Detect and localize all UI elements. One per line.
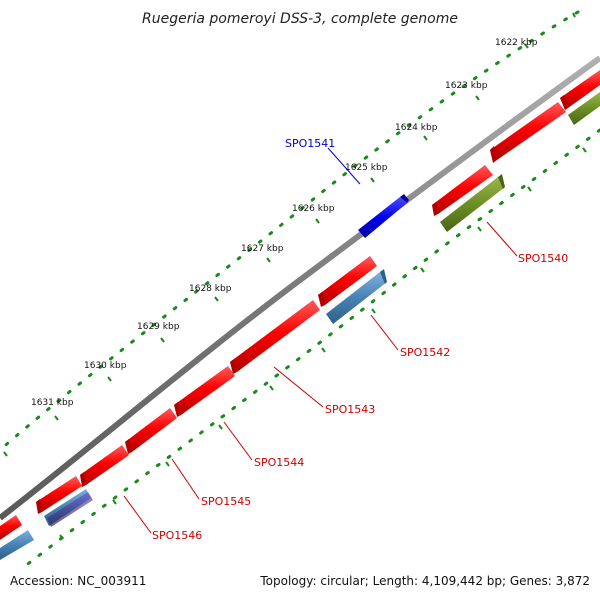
- gene-red-segment[interactable]: [318, 256, 377, 307]
- tick-label: 1629 kbp: [137, 322, 180, 332]
- gene-red-segment[interactable]: [432, 165, 493, 216]
- inner-tick-marks: [59, 147, 587, 540]
- leader-line-spo1546: [123, 495, 152, 534]
- genome-backbone: [0, 55, 600, 521]
- gene-labels: SPO1541 SPO1540 SPO1542 SPO1543 SPO1544 …: [152, 137, 568, 542]
- tick-label: 1628 kbp: [189, 284, 232, 294]
- gene-label-spo1546[interactable]: SPO1546: [152, 529, 202, 542]
- leader-line-spo1544: [223, 421, 253, 461]
- gene-purple-segment[interactable]: [47, 492, 93, 527]
- gene-red-segment[interactable]: [0, 515, 22, 540]
- tick-label: 1626 kbp: [292, 204, 335, 214]
- label-leader-lines: [123, 147, 518, 534]
- accession-text: Accession: NC_003911: [10, 574, 146, 588]
- gene-red-segment[interactable]: [125, 408, 177, 454]
- reverse-strand-genes: [0, 70, 600, 540]
- gene-steel-segment[interactable]: [326, 269, 387, 324]
- tick-label: 1630 kbp: [84, 361, 127, 371]
- tick-label: 1631 kbp: [31, 398, 74, 408]
- inner-scale-ring: [18, 128, 600, 572]
- tick-labels: 1622 kbp 1623 kbp 1624 kbp 1625 kbp 1626…: [31, 38, 538, 408]
- gene-steel-segment[interactable]: [0, 530, 34, 560]
- gene-red-segment[interactable]: [174, 366, 235, 417]
- genome-summary-text: Topology: circular; Length: 4,109,442 bp…: [259, 574, 590, 588]
- gene-red-segment[interactable]: [80, 445, 129, 487]
- gene-red-segment[interactable]: [230, 300, 320, 374]
- leader-line-spo1543: [273, 366, 324, 408]
- leader-line-spo1545: [171, 458, 200, 500]
- gene-label-spo1540[interactable]: SPO1540: [518, 252, 568, 265]
- outer-tick-marks: [3, 12, 576, 457]
- outer-scale-ring: [0, 10, 580, 452]
- tick-label: 1624 kbp: [395, 123, 438, 133]
- gene-red-segment[interactable]: [560, 70, 600, 110]
- gene-label-spo1545[interactable]: SPO1545: [201, 495, 251, 508]
- gene-label-spo1542[interactable]: SPO1542: [400, 346, 450, 359]
- tick-label: 1627 kbp: [241, 244, 284, 254]
- tick-label: 1625 kbp: [345, 163, 388, 173]
- gene-olive-segment[interactable]: [440, 174, 505, 232]
- gene-label-spo1544[interactable]: SPO1544: [254, 456, 304, 469]
- leader-line-spo1541: [327, 147, 361, 185]
- cog-track-genes: [0, 92, 600, 560]
- leader-line-spo1540: [486, 221, 518, 257]
- map-title: Ruegeria pomeroyi DSS-3, complete genome: [142, 11, 458, 27]
- gene-red-segment[interactable]: [490, 102, 566, 163]
- tick-label: 1622 kbp: [495, 38, 538, 48]
- gene-olive-segment[interactable]: [568, 92, 600, 125]
- gene-red-segment[interactable]: [36, 476, 82, 514]
- leader-line-spo1542: [370, 314, 399, 351]
- gene-label-spo1543[interactable]: SPO1543: [325, 403, 375, 416]
- gene-spo1541[interactable]: [358, 194, 409, 238]
- tick-label: 1623 kbp: [445, 81, 488, 91]
- gene-label-spo1541[interactable]: SPO1541: [285, 137, 335, 150]
